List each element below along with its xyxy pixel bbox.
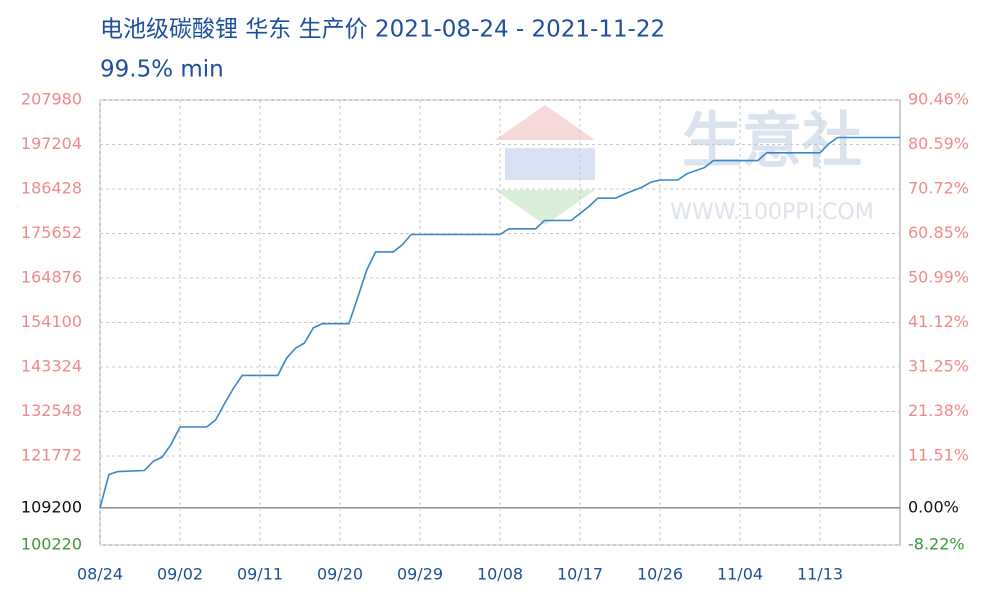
watermark: 生意社 [682,107,862,177]
y-tick-label: 197204 [21,134,82,153]
ppi-logo [495,105,595,225]
y2-tick-label: 21.38% [908,401,969,420]
y2-tick-label: 80.59% [908,134,969,153]
y-tick-label: 175652 [21,223,82,242]
y-tick-label: 164876 [21,268,82,287]
y-tick-label: 132548 [21,401,82,420]
price-line [99,136,900,509]
chart-title: 电池级碳酸锂 华东 生产价 2021-08-24 - 2021-11-22 [100,17,665,43]
y-tick-label: 154100 [21,312,82,331]
x-tick-label: 10/17 [557,565,603,584]
y2-tick-label: -8.22% [908,535,965,554]
y-tick-label: 207980 [21,90,82,109]
chart-subtitle: 99.5% min [100,57,224,83]
x-tick-label: 09/11 [237,565,283,584]
y-tick-label: 100220 [21,535,82,554]
x-tick-label: 10/08 [477,565,523,584]
watermark: WWW.100PPI.COM [670,200,873,225]
y2-tick-label: 31.25% [908,357,969,376]
x-tick-label: 10/26 [637,565,683,584]
y2-tick-label: 0.00% [908,497,959,516]
y-tick-label: 109200 [21,497,82,516]
y-tick-label: 121772 [21,446,82,465]
y2-tick-label: 50.99% [908,267,969,286]
x-tick-label: 09/02 [157,565,203,584]
y2-tick-label: 70.72% [908,179,969,198]
y-tick-label: 143324 [21,357,82,376]
x-tick-label: 08/24 [77,565,123,584]
x-tick-label: 11/04 [717,565,763,584]
y2-tick-label: 60.85% [908,223,969,242]
y-tick-label: 186428 [21,179,82,198]
y2-tick-label: 41.12% [908,312,969,331]
x-tick-label: 09/20 [317,565,363,584]
y2-tick-label: 90.46% [908,90,969,109]
x-tick-label: 09/29 [397,565,443,584]
x-tick-label: 11/13 [797,565,843,584]
y2-tick-label: 11.51% [908,446,969,465]
